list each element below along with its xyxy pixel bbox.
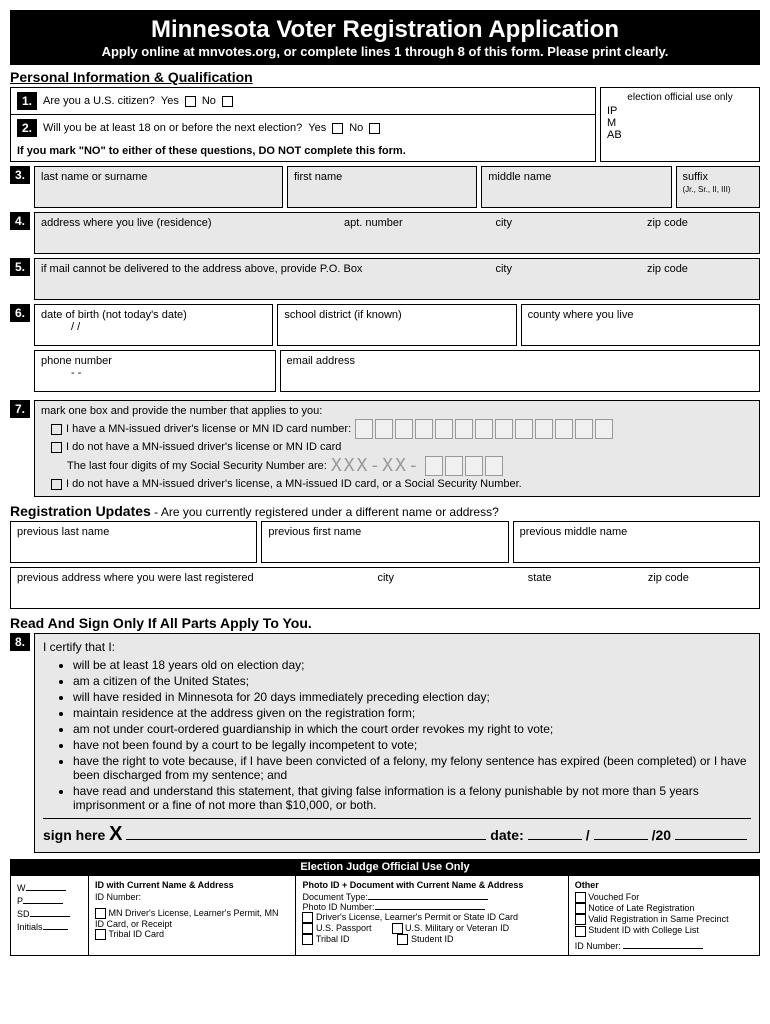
jc3-o3-checkbox[interactable] — [575, 914, 586, 925]
header-bar: Minnesota Voter Registration Application… — [10, 10, 760, 65]
jc3-o2-checkbox[interactable] — [575, 903, 586, 914]
county-field[interactable]: county where you live — [521, 304, 760, 346]
q1-yes-checkbox[interactable] — [185, 96, 196, 107]
dob-field[interactable]: date of birth (not today's date) / / — [34, 304, 273, 346]
judge-grid: W P SD Initials ID with Current Name & A… — [10, 875, 760, 956]
judge-col2: Photo ID + Document with Current Name & … — [296, 876, 568, 955]
f6-number: 6. — [10, 304, 30, 322]
ssn-mask: XXX-XX- — [331, 455, 421, 476]
page-title: Minnesota Voter Registration Application — [10, 16, 760, 44]
q2-no-checkbox[interactable] — [369, 123, 380, 134]
prev-middle-field[interactable]: previous middle name — [513, 521, 760, 563]
f4-number: 4. — [10, 212, 30, 230]
first-name-field[interactable]: first name — [287, 166, 477, 208]
jc2-o1-checkbox[interactable] — [302, 912, 313, 923]
last-name-field[interactable]: last name or surname — [34, 166, 283, 208]
jc2-o3-checkbox[interactable] — [392, 923, 403, 934]
q1-number: 1. — [17, 92, 37, 110]
official-m: M — [607, 117, 753, 129]
jc1-o1-checkbox[interactable] — [95, 908, 106, 919]
q2-number: 2. — [17, 119, 37, 137]
f3-number: 3. — [10, 166, 30, 184]
address-field[interactable]: address where you live (residence) apt. … — [34, 212, 760, 254]
official-ip: IP — [607, 105, 753, 117]
email-field[interactable]: email address — [280, 350, 760, 392]
judge-bar: Election Judge Official Use Only — [10, 859, 760, 875]
warning-text: If you mark "NO" to either of these ques… — [17, 145, 406, 157]
f7-opt2-checkbox[interactable] — [51, 442, 62, 453]
jc3-o4-checkbox[interactable] — [575, 926, 586, 937]
section-personal-title: Personal Information & Qualification — [10, 69, 760, 85]
suffix-field[interactable]: suffix(Jr., Sr., II, III) — [676, 166, 761, 208]
q1-yes-label: Yes — [161, 95, 179, 107]
prev-first-field[interactable]: previous first name — [261, 521, 508, 563]
q2-text: Will you be at least 18 on or before the… — [43, 122, 302, 134]
cert-title: Read And Sign Only If All Parts Apply To… — [10, 615, 760, 631]
jc3-o1-checkbox[interactable] — [575, 892, 586, 903]
q1-no-checkbox[interactable] — [222, 96, 233, 107]
reg-updates-title: Registration Updates - Are you currently… — [10, 503, 760, 519]
signature-row[interactable]: sign here X date: / / 20 — [43, 818, 751, 846]
official-title: election official use only — [607, 92, 753, 103]
cert-list: will be at least 18 years old on electio… — [73, 658, 751, 812]
jc2-o2-checkbox[interactable] — [302, 923, 313, 934]
prev-address-field[interactable]: previous address where you were last reg… — [10, 567, 760, 609]
jc2-o5-checkbox[interactable] — [397, 934, 408, 945]
jc2-o4-checkbox[interactable] — [302, 934, 313, 945]
q2-yes-label: Yes — [308, 122, 326, 134]
dl-number-boxes[interactable] — [355, 419, 613, 439]
prev-last-field[interactable]: previous last name — [10, 521, 257, 563]
ssn-boxes[interactable] — [425, 456, 503, 476]
q1-text: Are you a U.S. citizen? — [43, 95, 155, 107]
judge-col3: Other Vouched For Notice of Late Registr… — [569, 876, 759, 955]
id-section: mark one box and provide the number that… — [34, 400, 760, 497]
certification-box: I certify that I: will be at least 18 ye… — [34, 633, 760, 853]
q1-no-label: No — [202, 95, 216, 107]
middle-name-field[interactable]: middle name — [481, 166, 671, 208]
judge-left-col: W P SD Initials — [11, 876, 89, 955]
f7-number: 7. — [10, 400, 30, 418]
official-ab: AB — [607, 129, 753, 141]
f7-opt1-checkbox[interactable] — [51, 424, 62, 435]
judge-col1: ID with Current Name & Address ID Number… — [89, 876, 296, 955]
f5-number: 5. — [10, 258, 30, 276]
q2-no-label: No — [349, 122, 363, 134]
q2-yes-checkbox[interactable] — [332, 123, 343, 134]
f8-number: 8. — [10, 633, 30, 651]
phone-field[interactable]: phone number - - — [34, 350, 276, 392]
f7-opt3-checkbox[interactable] — [51, 479, 62, 490]
jc1-o2-checkbox[interactable] — [95, 929, 106, 940]
official-use-box: election official use only IP M AB — [600, 87, 760, 162]
page-subtitle: Apply online at mnvotes.org, or complete… — [10, 44, 760, 59]
school-field[interactable]: school district (if known) — [277, 304, 516, 346]
pobox-field[interactable]: if mail cannot be delivered to the addre… — [34, 258, 760, 300]
